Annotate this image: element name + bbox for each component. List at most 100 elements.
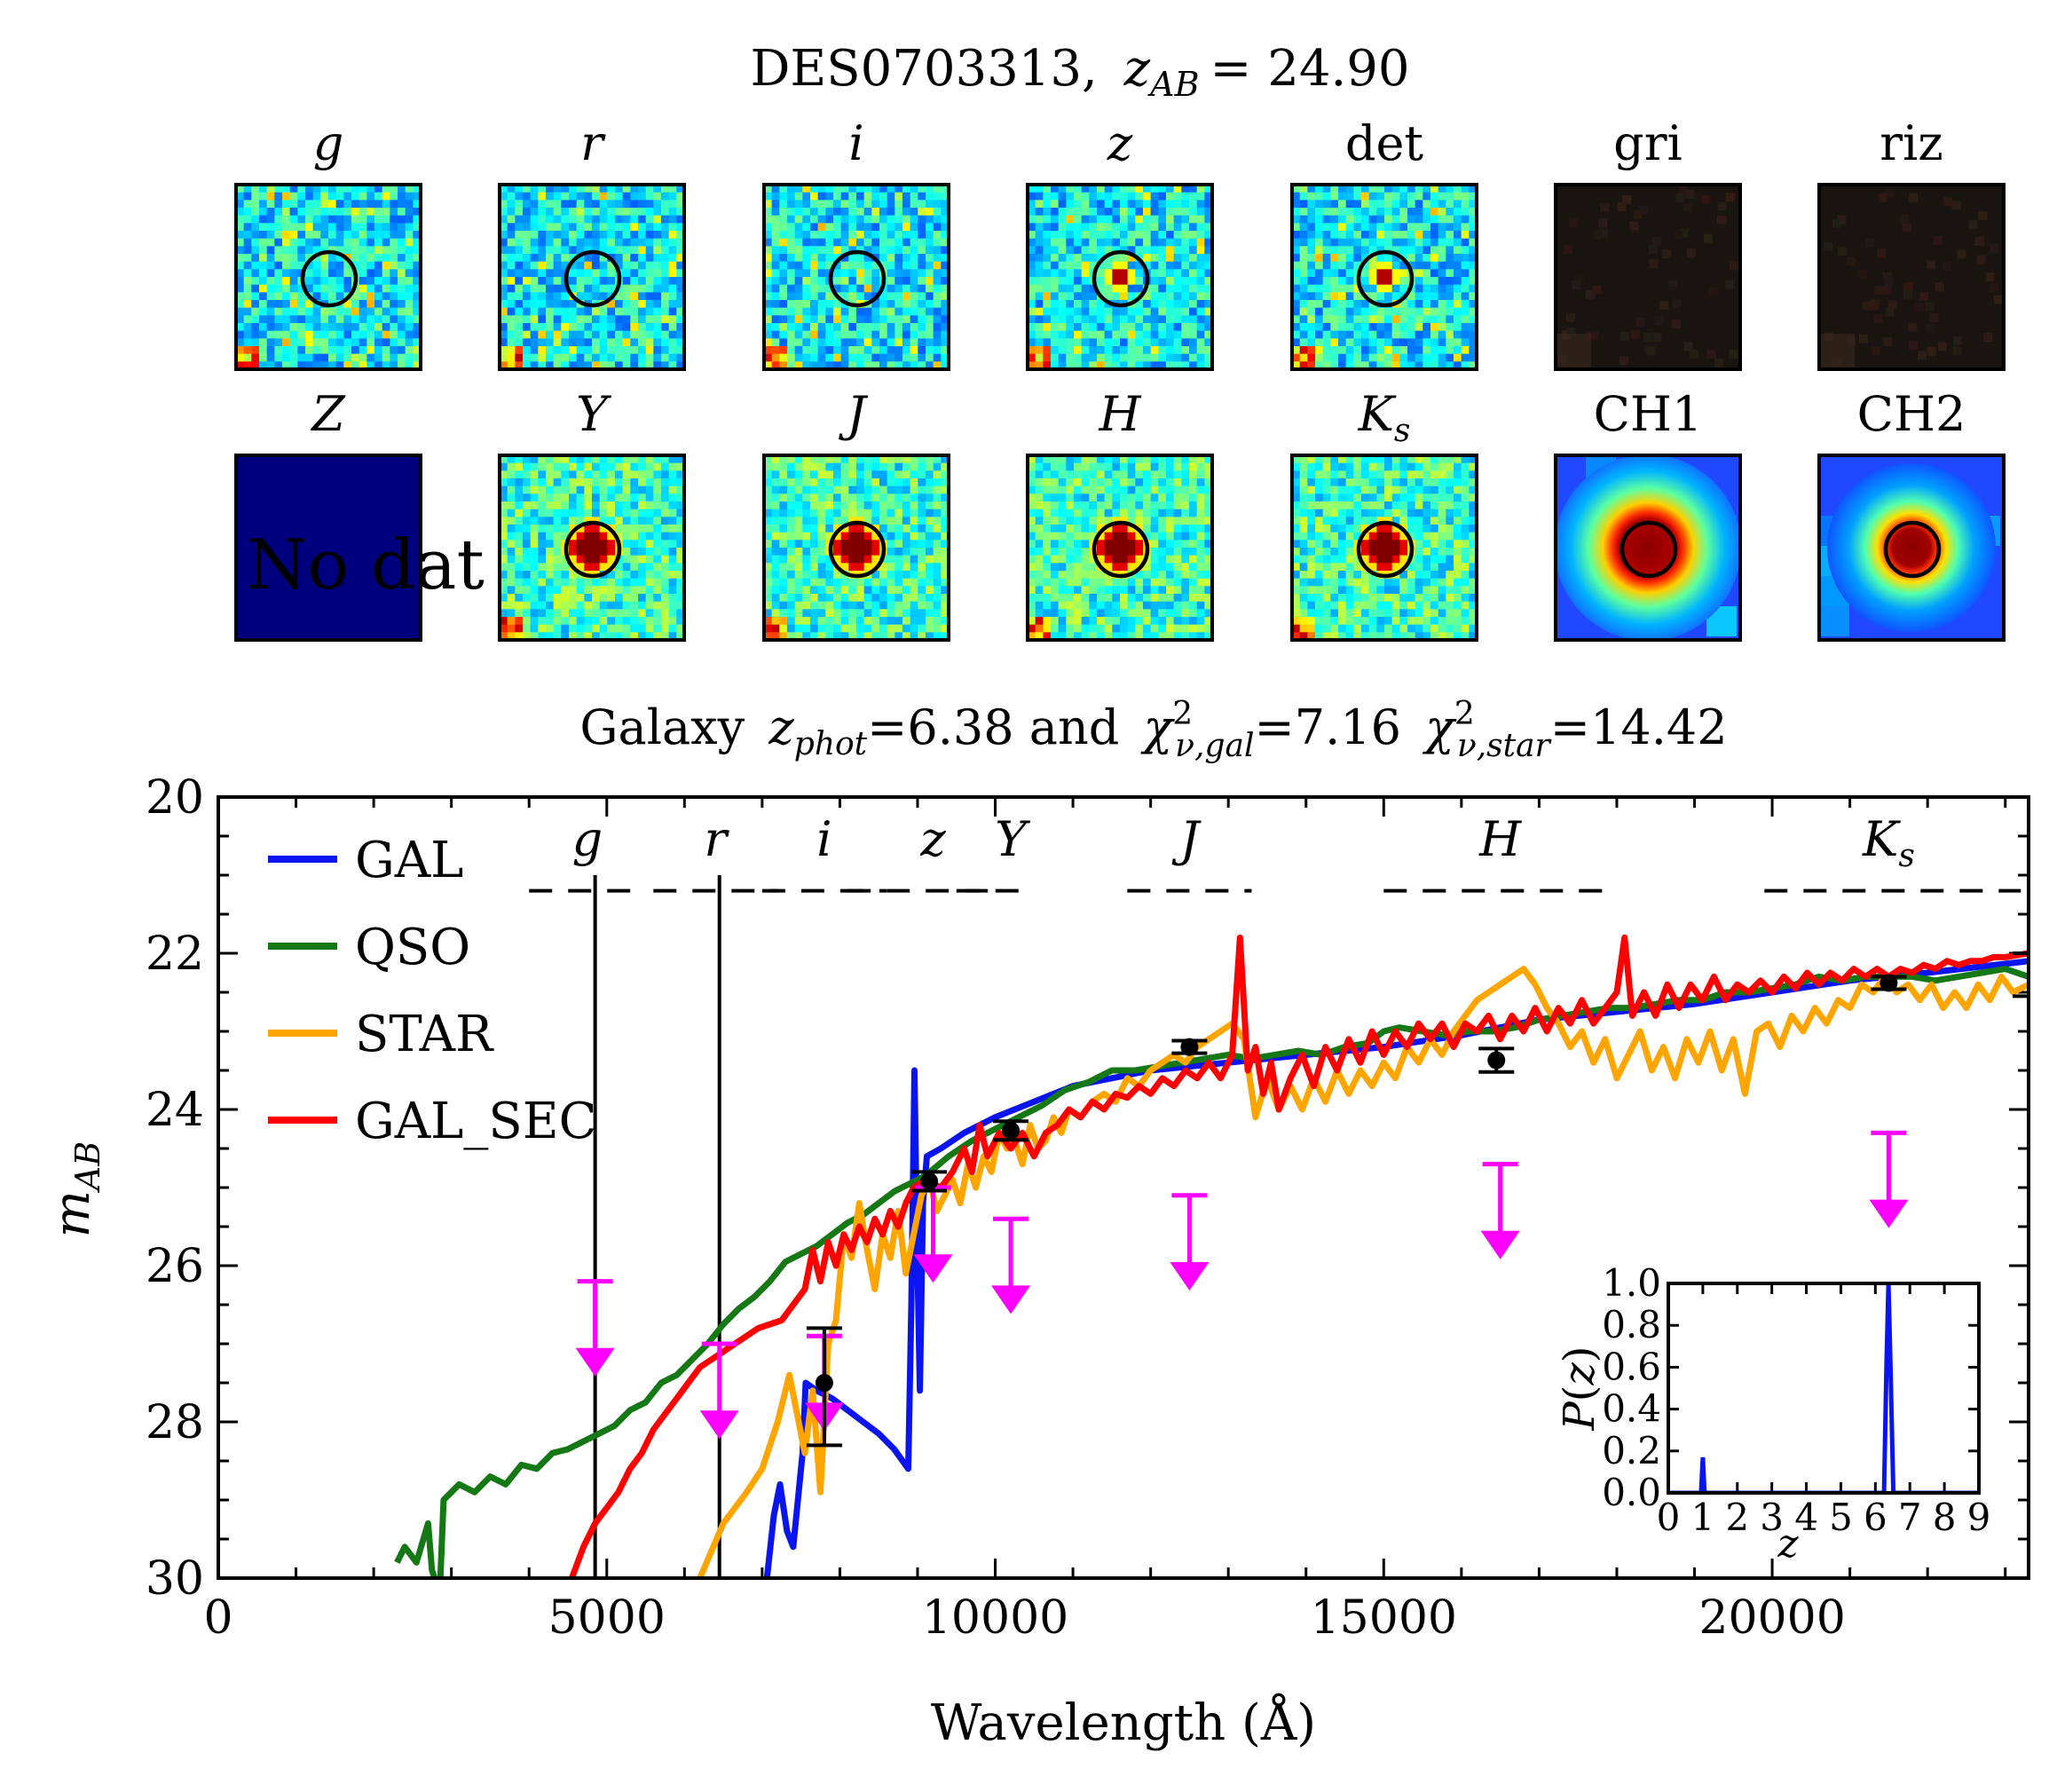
photometry-points xyxy=(806,974,1907,1448)
series-star xyxy=(697,966,2029,1578)
cutout-label-r2-4: Ks xyxy=(1358,386,1411,449)
cutout-frame-r1-4 xyxy=(1290,183,1478,371)
y-tick-label: 26 xyxy=(146,1240,204,1293)
inset-y-tick-label: 1.0 xyxy=(1602,1261,1661,1305)
cutout-r1-0: g xyxy=(234,115,422,371)
aperture-circle xyxy=(828,249,887,308)
aperture-circle xyxy=(828,520,887,579)
filter-label-z: z xyxy=(919,811,946,867)
cutout-r2-0: Z xyxy=(234,386,422,642)
inset-x-tick-label: 5 xyxy=(1829,1496,1853,1539)
inset-x-tick-label: 2 xyxy=(1725,1496,1749,1539)
cutout-label-r2-6: CH2 xyxy=(1857,386,1966,442)
no-data-text: No dat xyxy=(247,525,485,605)
cutout-r1-4: det xyxy=(1290,115,1478,371)
aperture-circle xyxy=(1619,520,1678,579)
title-object: DES0703313, xyxy=(750,40,1097,98)
cutout-r1-5: gri xyxy=(1554,115,1742,371)
aperture-circle xyxy=(563,249,622,308)
cutout-frame-r2-1 xyxy=(498,454,686,642)
photometry-point xyxy=(1171,1038,1208,1056)
y-tick-label: 28 xyxy=(146,1396,204,1449)
upper-limits xyxy=(575,1130,1909,1440)
cutout-frame-r2-5 xyxy=(1554,454,1742,642)
inset-y-tick-label: 0.4 xyxy=(1602,1387,1661,1431)
aperture-circle xyxy=(1356,520,1415,579)
inset-x-tick-label: 3 xyxy=(1760,1496,1784,1539)
cutout-label-r2-5: CH1 xyxy=(1594,386,1703,442)
cutout-frame-r1-6 xyxy=(1817,183,2006,371)
cutout-r2-1: Y xyxy=(498,386,686,642)
filter-label-i: i xyxy=(816,811,831,867)
inset-y-tick-label: 0.8 xyxy=(1602,1303,1661,1346)
legend-entry-gal: GAL xyxy=(268,832,463,889)
x-tick-label: 10000 xyxy=(922,1591,1068,1645)
sed-title: Galaxy zphot=6.38 and χ2 ν,gal=7.16 χ2 ν,s… xyxy=(579,696,1727,764)
series-qso xyxy=(394,966,2029,1578)
cutout-frame-r1-1 xyxy=(498,183,686,371)
y-tick-label: 22 xyxy=(146,928,204,981)
y-tick-label: 24 xyxy=(146,1084,204,1137)
legend-entry-qso: QSO xyxy=(268,919,470,976)
inset-y-tick-label: 0.0 xyxy=(1602,1471,1661,1514)
photometry-point xyxy=(806,1326,842,1448)
aperture-circle xyxy=(563,520,622,579)
aperture-circle xyxy=(1091,249,1150,308)
title-mag-sub: AB xyxy=(1147,65,1199,104)
photometry-point xyxy=(911,1170,948,1193)
filter-label-K: Ks xyxy=(1862,811,1915,874)
inset-x-tick-label: 7 xyxy=(1898,1496,1922,1539)
legend-entry-star: STAR xyxy=(268,1006,494,1063)
filter-label-g: g xyxy=(572,811,603,867)
x-tick-label: 15000 xyxy=(1311,1591,1457,1645)
cutout-label-r2-2: J xyxy=(838,386,869,442)
cutout-r1-2: i xyxy=(762,115,950,371)
cutout-frame-r2-2 xyxy=(762,454,950,642)
cutout-r2-3: H xyxy=(1026,386,1214,642)
y-tick-label: 30 xyxy=(146,1552,204,1606)
upper-limit-arrow xyxy=(575,1279,615,1377)
cutout-r2-6: CH2 xyxy=(1817,386,2006,642)
inset-y-tick-label: 0.6 xyxy=(1602,1345,1661,1388)
filter-label-J: J xyxy=(1171,811,1202,867)
cutout-r1-1: r xyxy=(498,115,686,371)
cutout-frame-r1-2 xyxy=(762,183,950,371)
cutout-r1-3: z xyxy=(1026,115,1214,371)
title-mag-value: = 24.90 xyxy=(1210,40,1410,98)
aperture-circle xyxy=(1883,520,1942,579)
pz-inset: 0 1 2 3 4 5 6 7 8 9 0.00.20.40.60.81.0 z P(z) xyxy=(1555,1261,1990,1567)
legend-entry-gal-sec: GAL_SEC xyxy=(268,1093,596,1150)
inset-x-label: z xyxy=(1777,1521,1799,1567)
figure-title: DES0703313, zAB = 24.90 xyxy=(750,40,1409,104)
upper-limit-arrow xyxy=(991,1216,1031,1314)
cutout-frame-r1-5 xyxy=(1554,183,1742,371)
x-tick-label: 0 xyxy=(203,1591,232,1645)
x-tick-label: 5000 xyxy=(548,1591,666,1645)
pz-curve xyxy=(1668,1283,1979,1493)
cutout-label-r1-3: z xyxy=(1107,115,1133,171)
upper-limit-arrow xyxy=(1869,1130,1909,1228)
upper-limit-arrow xyxy=(1170,1193,1210,1291)
cutout-r2-4: Ks xyxy=(1290,386,1478,642)
series-gal-sec xyxy=(569,934,2029,1578)
legend: GAL QSO STAR GAL_SEC xyxy=(268,832,596,1150)
filter-label-H: H xyxy=(1478,811,1522,867)
inset-x-tick-label: 6 xyxy=(1864,1496,1887,1539)
inset-x-tick-label: 1 xyxy=(1691,1496,1715,1539)
inset-frame xyxy=(1667,1282,1981,1495)
cutout-frame-r2-6 xyxy=(1817,454,2006,642)
inset-x-tick-label: 8 xyxy=(1933,1496,1957,1539)
y-tick-label: 20 xyxy=(146,771,204,825)
cutout-label-r1-1: r xyxy=(580,115,606,171)
photometry-point xyxy=(993,1119,1029,1142)
inset-x-tick-label: 4 xyxy=(1794,1496,1818,1539)
cutout-frame-r1-3 xyxy=(1026,183,1214,371)
aperture-circle xyxy=(1091,520,1150,579)
filter-label-r: r xyxy=(704,811,729,867)
upper-limit-arrow xyxy=(1480,1162,1520,1259)
cutout-label-r1-4: det xyxy=(1345,115,1424,171)
inset-y-label: P(z) xyxy=(1555,1346,1604,1431)
